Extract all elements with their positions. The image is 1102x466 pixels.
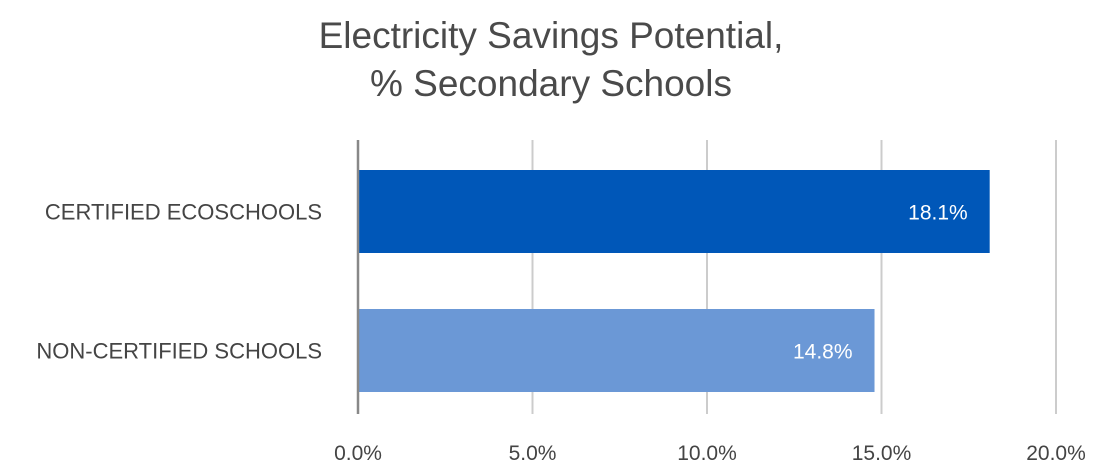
chart-title-line-1: Electricity Savings Potential,: [318, 15, 784, 56]
x-tick-label: 10.0%: [677, 442, 737, 465]
x-tick-label: 20.0%: [1026, 442, 1086, 465]
category-label: CERTIFIED ECOSCHOOLS: [45, 200, 322, 225]
data-label: 14.8%: [793, 341, 853, 364]
data-label: 18.1%: [908, 202, 968, 225]
x-tick-label: 15.0%: [852, 442, 912, 465]
labels: 0.0% 5.0% 10.0% 15.0% 20.0% 18.1% CERTIFIED EC…: [36, 200, 1085, 466]
category-label: NON-CERTIFIED SCHOOLS: [36, 339, 322, 364]
x-tick-label: 5.0%: [509, 442, 557, 465]
x-tick-label: 0.0%: [334, 442, 382, 465]
bars: [358, 170, 990, 392]
bar: [358, 309, 875, 392]
chart-title: Electricity Savings Potential, % Seconda…: [0, 12, 1102, 108]
chart-title-line-2: % Secondary Schools: [370, 63, 732, 104]
bar: [358, 170, 990, 253]
